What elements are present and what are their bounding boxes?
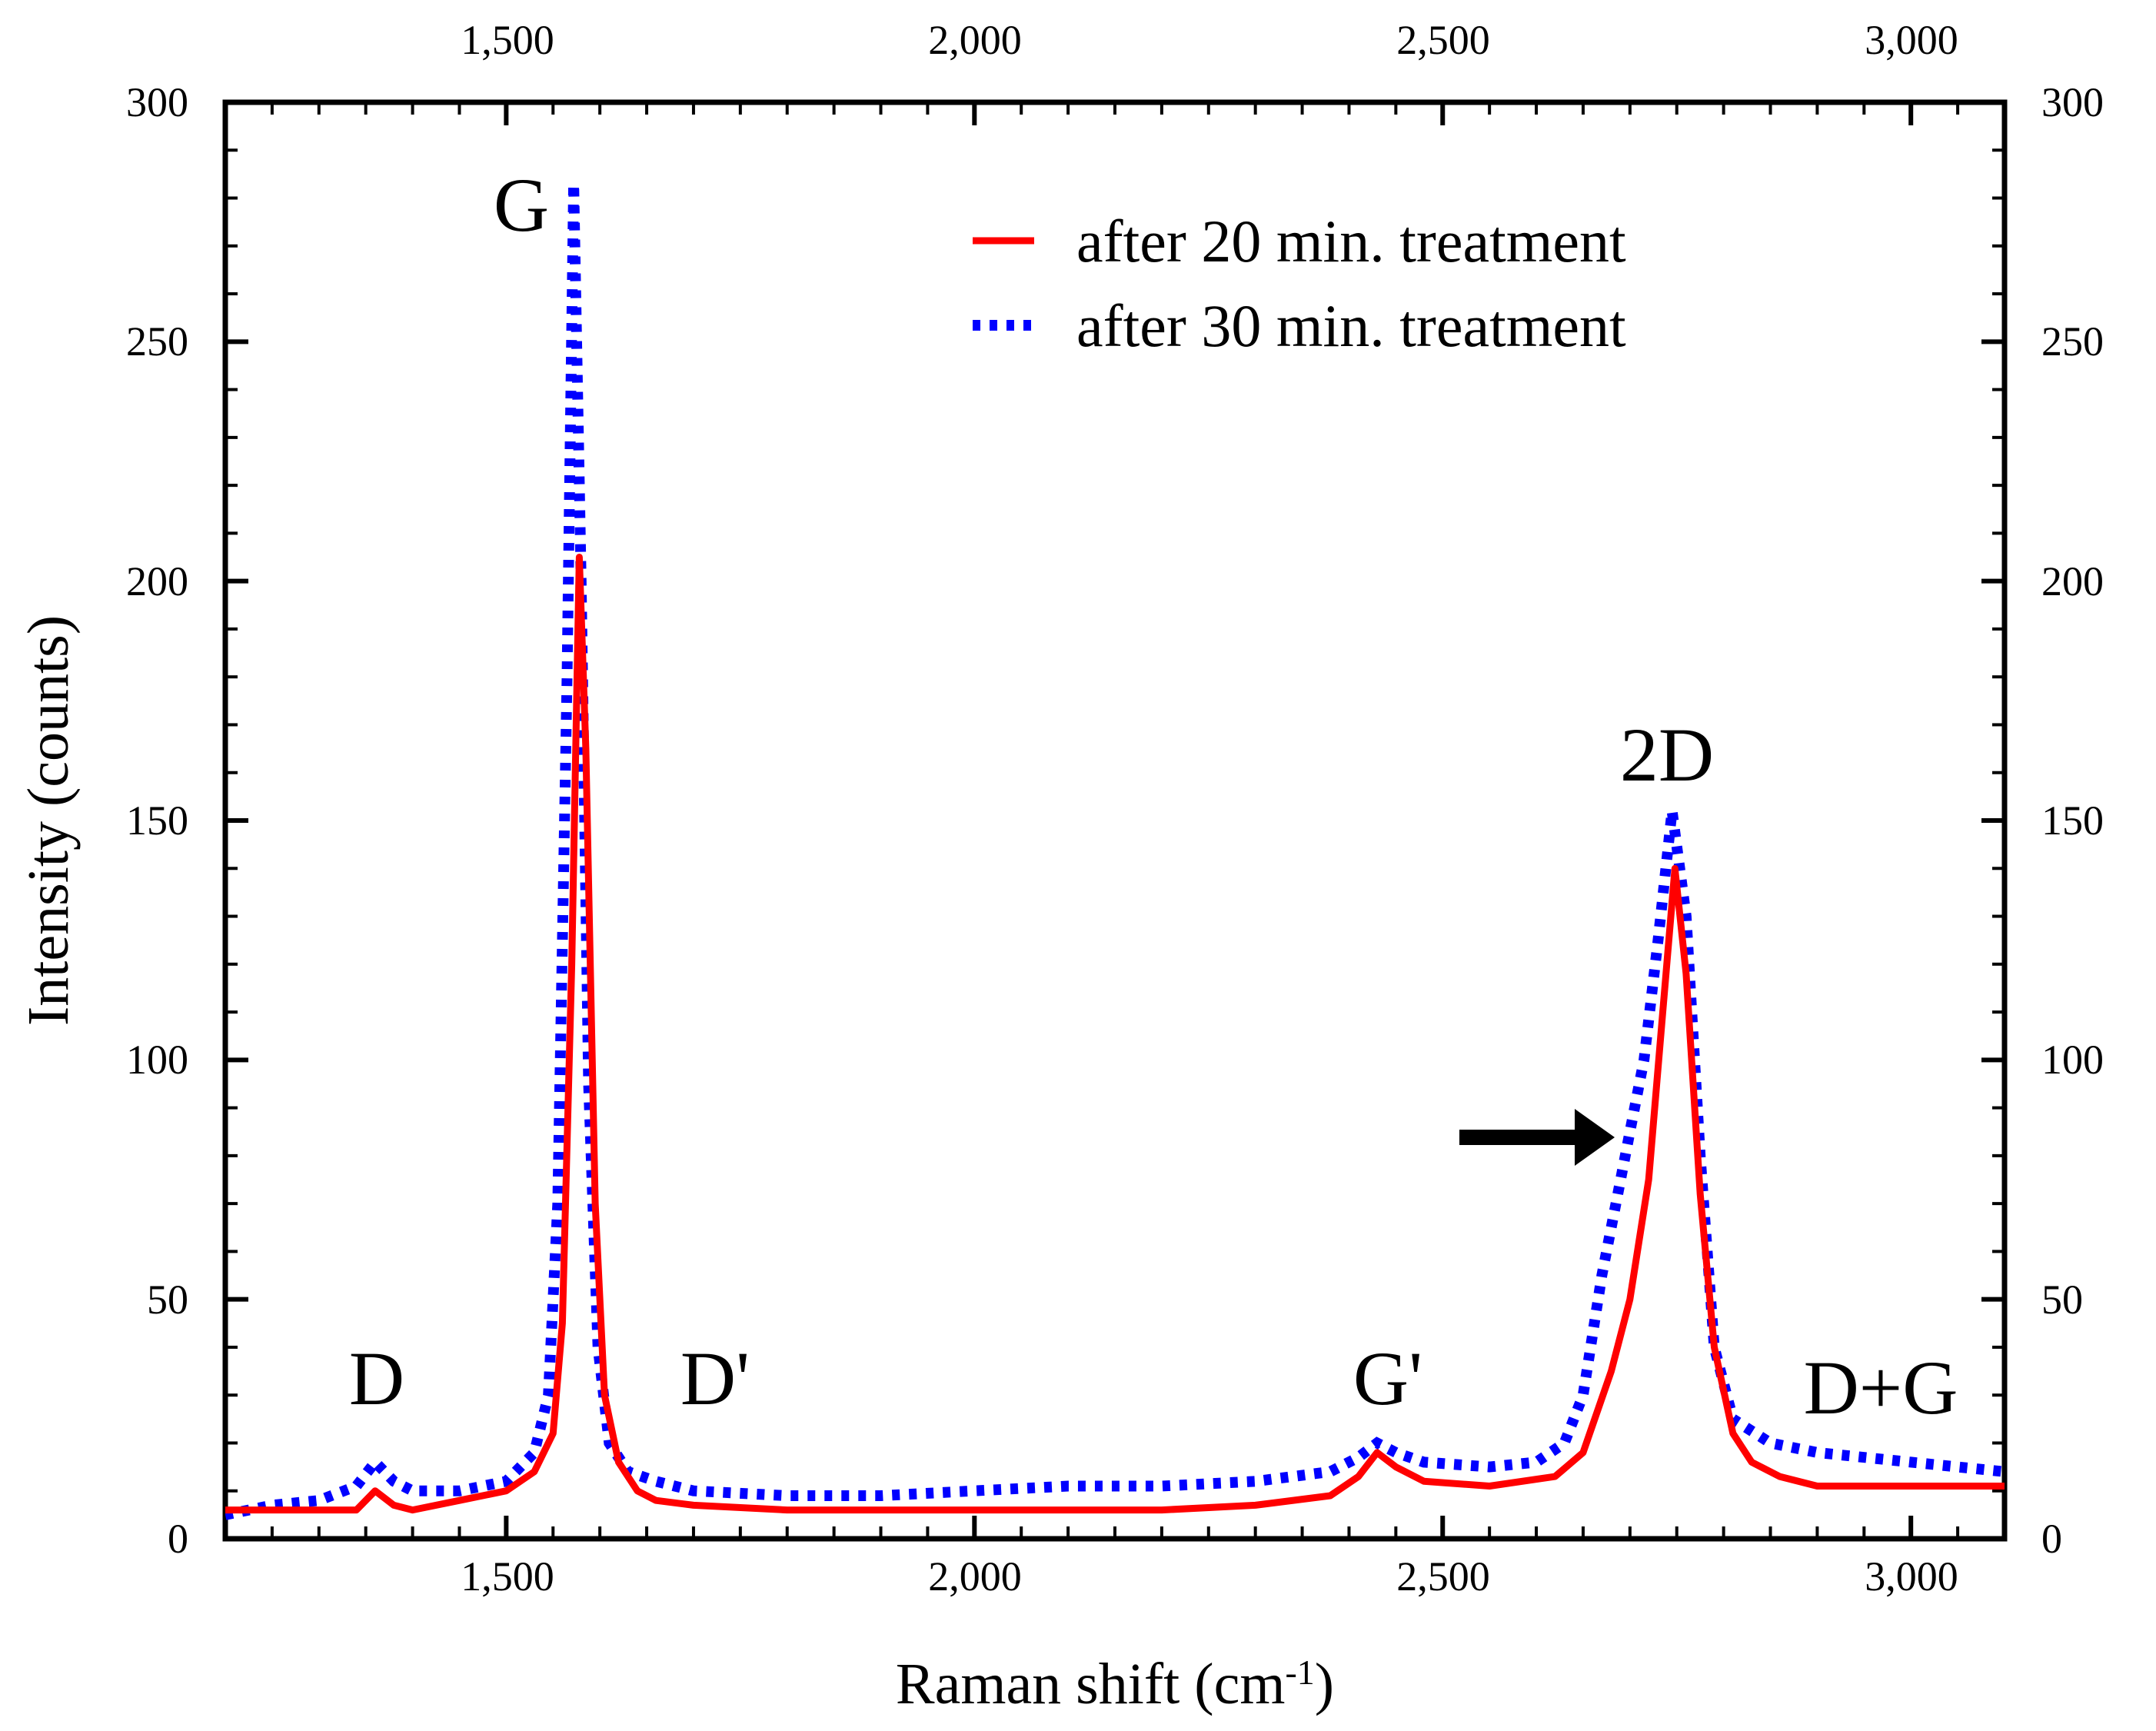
y-tick-label: 250 xyxy=(126,318,188,365)
x-tick-label-top: 2,000 xyxy=(928,17,1022,63)
y-tick-label: 50 xyxy=(147,1277,188,1323)
y-tick-label: 200 xyxy=(126,558,188,604)
y-tick-label: 150 xyxy=(126,797,188,844)
y-tick-labels-left: 0 50 100 150 200 250 300 xyxy=(126,79,188,1562)
peak-label-d: D xyxy=(349,1336,404,1421)
series-line-after-20-min xyxy=(225,554,2005,1514)
series-group xyxy=(225,183,2005,1520)
x-tick-label: 2,000 xyxy=(928,1553,1022,1600)
y-tick-label: 0 xyxy=(168,1516,188,1562)
y-tick-label: 300 xyxy=(126,79,188,125)
y-tick-label-right: 50 xyxy=(2041,1277,2083,1323)
peak-label-g: G xyxy=(494,162,549,248)
shoulder-arrow xyxy=(1459,1109,1615,1166)
axis-ticks xyxy=(224,100,2006,1541)
peak-label-2d: 2D xyxy=(1620,712,1714,797)
x-tick-label: 3,000 xyxy=(1865,1553,1958,1600)
x-tick-label: 1,500 xyxy=(461,1553,554,1600)
y-tick-label-right: 200 xyxy=(2041,558,2104,604)
y-axis-title: Intensity (counts) xyxy=(16,615,81,1026)
x-tick-labels-top: 1,500 2,000 2,500 3,000 xyxy=(461,17,1958,63)
y-tick-label-right: 300 xyxy=(2041,79,2104,125)
y-tick-label-right: 150 xyxy=(2041,797,2104,844)
peak-label-d-prime: D' xyxy=(680,1336,750,1421)
y-tick-labels-right: 0 50 100 150 200 250 300 xyxy=(2041,79,2104,1562)
x-tick-label: 2,500 xyxy=(1396,1553,1490,1600)
x-tick-labels-bottom: 1,500 2,000 2,500 3,000 xyxy=(461,1553,1958,1600)
peak-annotations: G 2D D D' G' D+G xyxy=(349,162,1958,1430)
y-tick-label: 100 xyxy=(126,1037,188,1083)
series-line-after-30-min xyxy=(225,183,2005,1520)
x-tick-label-top: 1,500 xyxy=(461,17,554,63)
y-tick-label-right: 100 xyxy=(2041,1037,2104,1083)
y-tick-label-right: 250 xyxy=(2041,318,2104,365)
legend-label-20-min: after 20 min. treatment xyxy=(1076,208,1626,275)
y-tick-label-right: 0 xyxy=(2041,1516,2062,1562)
peak-label-d-plus-g: D+G xyxy=(1804,1345,1958,1430)
legend-label-30-min: after 30 min. treatment xyxy=(1076,292,1626,359)
x-tick-label-top: 3,000 xyxy=(1865,17,1958,63)
x-tick-label-top: 2,500 xyxy=(1396,17,1490,63)
peak-label-g-prime: G' xyxy=(1353,1336,1422,1421)
x-axis-title: Raman shift (cm-1) xyxy=(896,1652,1334,1716)
arrow-head xyxy=(1575,1109,1615,1166)
legend: after 20 min. treatment after 30 min. tr… xyxy=(973,208,1626,359)
